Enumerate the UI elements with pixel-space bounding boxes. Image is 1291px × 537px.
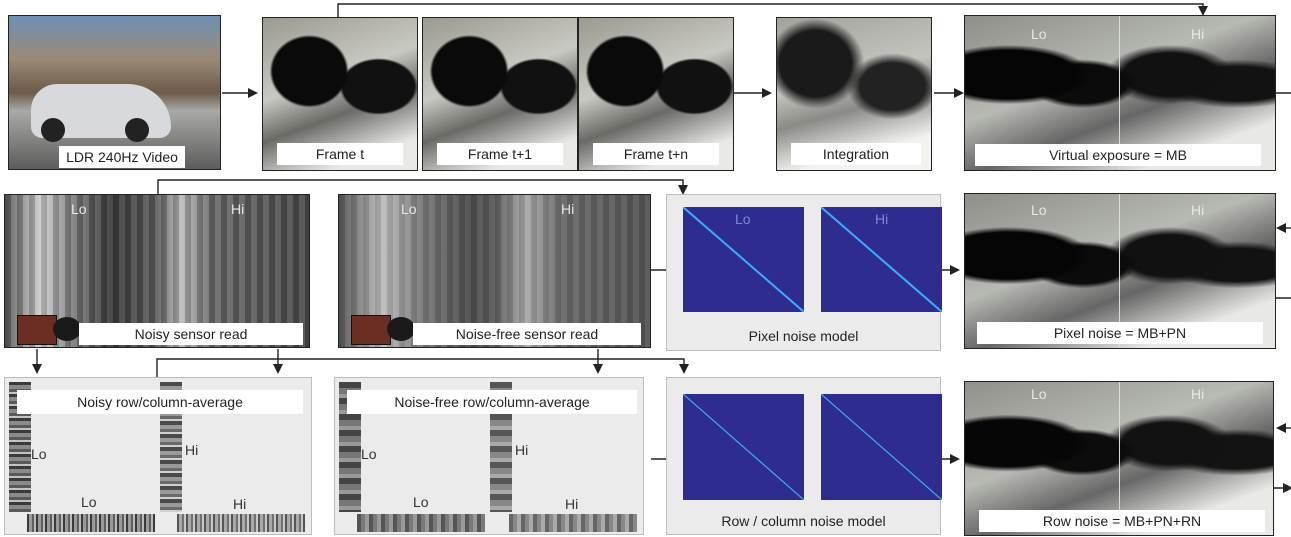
noisefree-sensor-label: Noise-free sensor read: [413, 323, 641, 345]
lo-label: Lo: [401, 201, 417, 217]
hi-label: Hi: [231, 201, 245, 217]
row-average-bar-lo: [9, 382, 31, 512]
split-divider: [1119, 382, 1120, 535]
frame-t1-label: Frame t+1: [437, 143, 563, 165]
pixel-noise-label: Pixel noise = MB+PN: [977, 322, 1263, 344]
split-divider: [1119, 16, 1120, 170]
car-wheel: [41, 118, 65, 142]
hi-label: Hi: [185, 442, 199, 458]
hi-label: Hi: [515, 442, 529, 458]
frame-t-label: Frame t: [277, 143, 403, 165]
column-average-bar-hi: [177, 514, 305, 532]
lo-label: Lo: [361, 446, 377, 462]
noisefree-average-label: Noise-free row/column-average: [347, 390, 637, 414]
pixel-noise-model-label: Pixel noise model: [748, 328, 859, 344]
integration-label: Integration: [791, 143, 921, 165]
frame-t-image: Frame t: [262, 17, 418, 171]
row-column-noise-model-panel: Row / column noise model: [666, 377, 943, 535]
input-video-label: LDR 240Hz Video: [59, 146, 185, 168]
row-column-noise-model-label: Row / column noise model: [721, 513, 886, 529]
noisefree-average-panel: Noise-free row/column-average Lo Hi Lo H…: [334, 377, 644, 535]
noisy-sensor-label: Noisy sensor read: [79, 323, 303, 345]
car-wheel: [125, 118, 149, 142]
row-average-bar-hi: [490, 382, 512, 512]
hi-label: Hi: [233, 496, 247, 512]
hi-label: Hi: [875, 211, 889, 227]
camera-icon: [17, 311, 83, 345]
hi-label: Hi: [565, 496, 579, 512]
pixel-covariance-hi: Hi: [820, 206, 943, 313]
column-average-bar-lo: [27, 514, 155, 532]
virtual-exposure-image: Lo Hi Virtual exposure = MB: [964, 15, 1276, 171]
column-average-bar-hi: [509, 514, 637, 532]
row-covariance-hi: [820, 393, 943, 501]
lo-label: Lo: [735, 211, 751, 227]
pixel-noise-image: Lo Hi Pixel noise = MB+PN: [964, 193, 1276, 349]
diagonal-line: [682, 206, 805, 313]
noisy-average-panel: Noisy row/column-average Lo Hi Lo Hi: [4, 377, 312, 535]
hi-label: Hi: [561, 201, 575, 217]
input-video-thumbnail: LDR 240Hz Video: [8, 15, 221, 170]
diagonal-line: [820, 393, 943, 501]
camera-icon: [351, 311, 417, 345]
row-average-bar-hi: [160, 382, 182, 512]
hi-label: Hi: [1191, 386, 1205, 402]
lo-label: Lo: [31, 446, 47, 462]
split-divider: [1119, 194, 1120, 348]
frame-tn-image: Frame t+n: [578, 17, 734, 171]
diagonal-line: [820, 206, 943, 313]
frame-tn-label: Frame t+n: [593, 143, 719, 165]
lo-label: Lo: [1031, 386, 1047, 402]
virtual-exposure-label: Virtual exposure = MB: [975, 144, 1261, 166]
integration-image: Integration: [776, 17, 932, 171]
pixel-covariance-lo: Lo: [682, 206, 805, 313]
hi-label: Hi: [1191, 26, 1205, 42]
pixel-noise-model-panel: Lo Hi Pixel noise model: [666, 194, 943, 351]
lo-label: Lo: [1031, 202, 1047, 218]
noisy-sensor-image: Lo Hi Noisy sensor read: [4, 194, 310, 348]
diagonal-line: [682, 393, 805, 501]
lo-label: Lo: [1031, 26, 1047, 42]
column-average-bar-lo: [357, 514, 485, 532]
noisefree-sensor-image: Lo Hi Noise-free sensor read: [338, 194, 651, 348]
hi-label: Hi: [1191, 202, 1205, 218]
row-noise-label: Row noise = MB+PN+RN: [979, 510, 1265, 532]
noisy-average-label: Noisy row/column-average: [17, 390, 303, 414]
lo-label: Lo: [413, 494, 429, 510]
row-noise-image: Lo Hi Row noise = MB+PN+RN: [964, 381, 1274, 536]
lo-label: Lo: [81, 494, 97, 510]
frame-t1-image: Frame t+1: [422, 17, 578, 171]
row-average-bar-lo: [339, 382, 361, 512]
lo-label: Lo: [71, 201, 87, 217]
row-covariance-lo: [682, 393, 805, 501]
